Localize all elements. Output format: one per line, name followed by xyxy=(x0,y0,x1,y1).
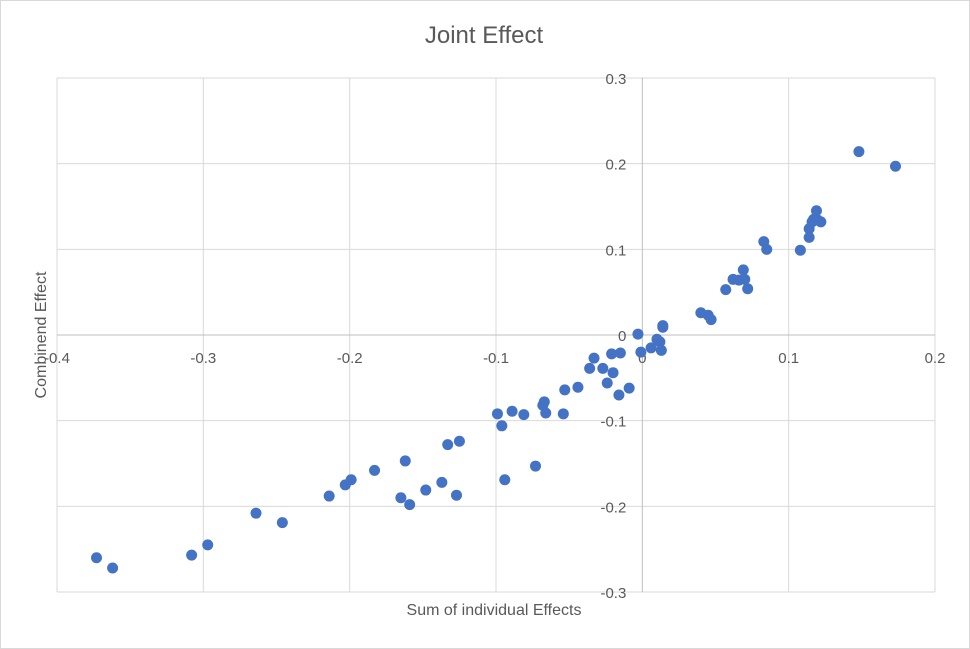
data-point xyxy=(657,320,669,332)
data-point xyxy=(761,243,773,255)
data-point xyxy=(720,284,732,296)
data-point xyxy=(655,344,667,356)
x-tick-label: 0 xyxy=(638,350,646,367)
data-point xyxy=(889,160,901,172)
data-point xyxy=(572,381,584,393)
data-point xyxy=(557,408,569,420)
gridlines xyxy=(56,77,936,593)
data-point xyxy=(202,539,214,551)
y-tick-label: -0.1 xyxy=(600,414,626,431)
data-point xyxy=(496,420,508,432)
data-point xyxy=(276,517,288,529)
y-tick-label: -0.2 xyxy=(600,499,626,516)
data-point xyxy=(607,367,619,379)
data-point xyxy=(107,562,119,574)
x-tick-label: -0.2 xyxy=(337,350,363,367)
x-tick-label: -0.3 xyxy=(190,350,216,367)
data-point xyxy=(623,382,635,394)
data-point xyxy=(250,507,262,519)
data-point xyxy=(613,389,625,401)
data-point xyxy=(803,231,815,243)
data-point xyxy=(810,205,822,217)
data-point xyxy=(559,384,571,396)
data-point xyxy=(442,439,454,451)
data-point xyxy=(369,464,381,476)
data-point xyxy=(588,352,600,364)
data-point xyxy=(635,346,647,358)
data-point xyxy=(530,460,542,472)
data-point xyxy=(506,405,518,417)
data-point xyxy=(399,455,411,467)
y-tick-label: 0 xyxy=(618,328,626,345)
data-point xyxy=(739,273,751,285)
data-point xyxy=(815,216,827,228)
data-point xyxy=(420,484,432,496)
data-point xyxy=(794,244,806,256)
data-point xyxy=(597,362,609,374)
x-tick-label: 0.2 xyxy=(925,350,946,367)
data-point xyxy=(491,408,503,420)
data-point xyxy=(450,489,462,501)
x-tick-label: -0.1 xyxy=(483,350,509,367)
data-point xyxy=(606,348,618,360)
data-points xyxy=(91,146,901,574)
data-point xyxy=(742,283,754,295)
chart-title: Joint Effect xyxy=(425,22,544,49)
tick-labels: -0.4 -0.3 -0.2 -0.1 0 0.1 0.2 -0.3 -0.2 -0.1 0 0.1 0… xyxy=(44,71,945,602)
data-point xyxy=(395,492,407,504)
y-tick-label: 0.1 xyxy=(605,242,626,259)
x-tick-label: 0.1 xyxy=(778,350,799,367)
y-tick-label: -0.3 xyxy=(600,585,626,602)
data-point xyxy=(705,314,717,326)
data-point xyxy=(853,146,865,158)
data-point xyxy=(614,347,626,359)
data-point xyxy=(453,435,465,447)
data-point xyxy=(436,476,448,488)
data-point xyxy=(538,396,550,408)
data-point xyxy=(323,490,335,502)
data-point xyxy=(632,328,644,340)
data-point xyxy=(499,474,511,486)
data-point xyxy=(186,549,198,561)
x-axis-title: Sum of individual Effects xyxy=(407,602,582,619)
data-point xyxy=(654,336,666,348)
data-point xyxy=(345,474,357,486)
y-tick-label: 0.3 xyxy=(605,71,626,88)
data-point xyxy=(601,377,613,389)
y-axis-title: Combinend Effect xyxy=(33,271,50,398)
data-point xyxy=(404,499,416,511)
data-point xyxy=(540,407,552,419)
y-tick-label: 0.2 xyxy=(605,157,626,174)
data-point xyxy=(737,264,749,276)
data-point xyxy=(584,362,596,374)
data-point xyxy=(518,409,530,421)
x-tick-label: -0.4 xyxy=(44,350,70,367)
data-point xyxy=(91,552,103,564)
data-point xyxy=(645,342,657,354)
